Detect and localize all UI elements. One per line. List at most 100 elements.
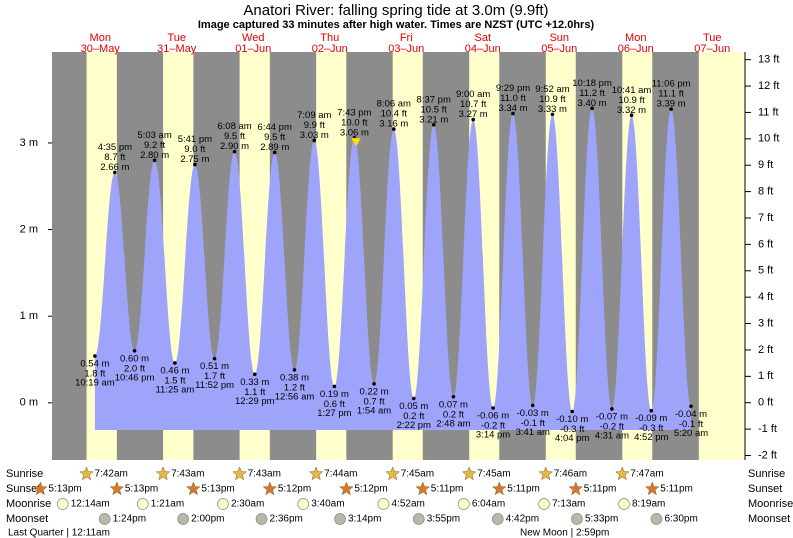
day-date: 06–Jun <box>618 43 654 55</box>
tide-meters: -0.03 m <box>517 408 549 419</box>
tide-feet: 10.7 ft <box>460 99 487 110</box>
moonrise-time: 12:14am <box>71 499 110 510</box>
plot: 10:19 am1.8 ft0.54 m 4:35 pm8.7 ft2.66 m 1… <box>75 78 708 444</box>
tide-time: 6:44 pm <box>258 122 292 133</box>
sunset-time: 5:13pm <box>48 484 81 495</box>
tide-time: 7:09 am <box>297 110 331 121</box>
moonset-icon <box>98 513 111 525</box>
tide-time: 11:06 pm <box>652 79 691 90</box>
y2-tick-label: 2 ft <box>758 344 773 356</box>
chart-title: Anatori River: falling spring tide at 3.… <box>243 2 548 19</box>
tide-feet: 10.4 ft <box>381 109 408 120</box>
tide-time: 11:25 am <box>155 384 194 395</box>
tide-time: 5:20 am <box>674 428 708 439</box>
tide-time: 4:31 am <box>595 430 629 441</box>
sunset-time: 5:12pm <box>354 484 387 495</box>
sunrise-time: 7:42am <box>95 469 128 480</box>
tide-time: 1:54 am <box>357 405 391 416</box>
tide-time: 9:52 am <box>535 84 569 95</box>
tide-time: 6:08 am <box>217 121 251 132</box>
chart-subtitle: Image captured 33 minutes after high wat… <box>198 19 595 31</box>
tide-time: 5:03 am <box>137 130 171 141</box>
tide-meters: 2.66 m <box>100 162 129 173</box>
y-tick-label: 1 m <box>20 310 38 322</box>
moonrise-time: 4:52am <box>392 499 425 510</box>
tide-feet: 11.1 ft <box>658 89 684 100</box>
sunrise-time: 7:47am <box>630 469 663 480</box>
day-date: 07–Jun <box>694 43 730 55</box>
y2-tick-label: -2 ft <box>758 449 777 461</box>
sunrise-icon <box>385 466 401 481</box>
tide-feet: 11.2 ft <box>579 88 605 99</box>
tide-feet: -0.2 ft <box>481 421 506 432</box>
tide-meters: -0.06 m <box>477 411 509 422</box>
tide-meters: 0.33 m <box>240 377 269 388</box>
sunrise-time: 7:46am <box>554 469 587 480</box>
tide-meters: 0.19 m <box>320 389 349 400</box>
row-label: Sunset <box>748 483 782 495</box>
tide-meters: 3.34 m <box>498 103 527 114</box>
tide-feet: 1.5 ft <box>164 375 185 386</box>
sunset-icon <box>491 481 507 496</box>
moonrise-icon <box>297 498 310 510</box>
tide-time: 9:00 am <box>456 89 490 100</box>
day-date: 02–Jun <box>312 43 348 55</box>
moonset-icon <box>491 513 504 525</box>
tide-point <box>570 409 575 414</box>
moonrise-time: 8:19am <box>632 499 665 510</box>
tide-meters: 3.06 m <box>340 127 369 138</box>
row-label: Moonset <box>748 513 790 525</box>
tide-meters: -0.10 m <box>556 414 588 425</box>
moonset-time: 6:30pm <box>664 514 697 525</box>
tide-meters: 0.60 m <box>120 353 149 364</box>
tide-meters: -0.09 m <box>635 413 667 424</box>
day-name: Tue <box>167 32 186 44</box>
tide-meters: 0.51 m <box>200 361 229 372</box>
moonrise-icon <box>217 498 229 510</box>
tide-time: 10:18 pm <box>572 78 612 89</box>
tide-point <box>590 106 594 111</box>
day-date: 31–May <box>157 43 197 55</box>
tide-point <box>292 368 297 372</box>
tide-meters: -0.04 m <box>675 409 707 420</box>
sunset-icon <box>415 481 431 496</box>
row-label: Moonrise <box>748 498 793 510</box>
tide-time: 4:04 pm <box>555 433 589 444</box>
day-name: Sun <box>549 32 569 44</box>
tide-feet: 8.7 ft <box>104 152 125 163</box>
y2-tick-label: 5 ft <box>758 265 773 277</box>
tide-point <box>491 406 495 410</box>
tide-feet: 0.6 ft <box>324 399 345 410</box>
day-name: Sat <box>474 32 491 44</box>
moonrise-time: 1:21am <box>151 499 184 510</box>
tide-time: 8:06 am <box>377 99 411 110</box>
tide-time: 9:29 pm <box>496 83 530 94</box>
tide-feet: 10.5 ft <box>421 104 448 115</box>
sunset-time: 5:11pm <box>431 484 464 495</box>
tide-point <box>550 112 555 117</box>
tide-feet: 0.2 ft <box>443 409 464 420</box>
sunrise-icon <box>79 466 94 481</box>
tide-feet: 0.7 ft <box>363 396 384 407</box>
tide-point <box>392 127 396 131</box>
tide-meters: 0.22 m <box>360 386 389 397</box>
tide-time: 10:19 am <box>75 378 115 389</box>
moonset-icon <box>177 513 189 525</box>
y2-tick-label: 6 ft <box>758 238 773 250</box>
sunrise-icon <box>538 466 554 481</box>
y2-tick-label: 3 ft <box>758 317 773 329</box>
tide-feet: 11.0 ft <box>500 93 526 104</box>
tide-feet: 0.2 ft <box>403 411 424 422</box>
night-band <box>52 52 87 460</box>
tide-time: 2:48 am <box>436 418 470 429</box>
moonrise-time: 7:13am <box>552 499 585 510</box>
tide-feet: -0.3 ft <box>560 424 585 435</box>
day-name: Mon <box>90 32 111 44</box>
day-name: Wed <box>242 32 264 44</box>
tide-meters: 3.27 m <box>459 109 488 120</box>
tide-feet: 9.9 ft <box>304 120 325 131</box>
moon-phase: New Moon | 2:59pm <box>520 528 609 538</box>
y2-tick-label: 1 ft <box>758 370 773 382</box>
tide-point <box>152 158 157 163</box>
tide-time: 4:35 pm <box>98 142 132 153</box>
